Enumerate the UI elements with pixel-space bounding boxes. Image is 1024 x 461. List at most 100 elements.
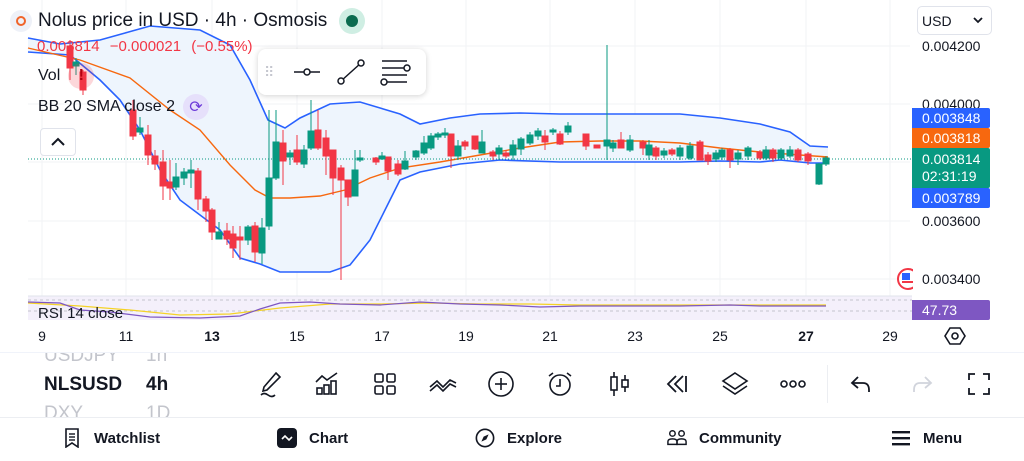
- undo-icon: [850, 376, 870, 392]
- drawing-tools-button[interactable]: [255, 369, 285, 399]
- rewind-icon: [666, 375, 687, 393]
- symbol-logo-icon: [10, 10, 32, 32]
- nav-community[interactable]: Community: [667, 428, 782, 448]
- symbol-interval-picker[interactable]: USDJPY 1h NLSUSD 4h DXY 1D: [44, 353, 204, 417]
- bb-upper-line: [27, 25, 829, 148]
- market-status-icon[interactable]: [339, 8, 366, 34]
- grid-icon: [374, 373, 396, 395]
- symbol-option-prev[interactable]: USDJPY 1h: [44, 353, 167, 367]
- last-price-tag: 0.003814 02:31:19: [912, 148, 990, 188]
- layers-icon: [721, 372, 749, 395]
- plus-circle-icon: [488, 371, 514, 397]
- chart-settings-button[interactable]: [944, 325, 966, 347]
- fullscreen-button[interactable]: [964, 369, 994, 399]
- toolbar-divider: [827, 365, 828, 403]
- community-icon: [667, 428, 687, 448]
- nav-label: Explore: [507, 429, 563, 447]
- us-flag-icon: [897, 268, 913, 290]
- indicators-icon: [315, 372, 338, 395]
- symbol-name: USDJPY: [44, 353, 119, 366]
- interval: 1h: [146, 353, 168, 366]
- undo-button[interactable]: [846, 369, 876, 399]
- replay-button[interactable]: [662, 369, 692, 399]
- chart-area[interactable]: Nolus price in USD · 4h · Osmosis 0.0038…: [0, 0, 1024, 350]
- interval: 1D: [146, 403, 171, 417]
- nav-watchlist[interactable]: Watchlist: [62, 428, 160, 448]
- chevron-down-icon: [973, 17, 983, 24]
- indicators-button[interactable]: [312, 369, 342, 399]
- rsi-pane: [27, 295, 912, 320]
- fullscreen-icon: [968, 373, 990, 395]
- bar-countdown: 02:31:19: [922, 168, 977, 184]
- study-bollinger-bands[interactable]: BB 20 SMA close 2 ⟳: [38, 94, 209, 120]
- bb-upper-tag: 0.003848: [912, 108, 990, 128]
- symbol-option-current[interactable]: NLSUSD 4h: [44, 374, 168, 396]
- close-value: 0.003814: [37, 38, 100, 55]
- chart-icon: [277, 428, 297, 448]
- last-price-value: 0.003814: [922, 151, 981, 167]
- fib-retracement-icon: [380, 60, 411, 86]
- alarm-clock-icon: [548, 372, 572, 396]
- nav-label: Menu: [923, 429, 963, 447]
- nav-label: Community: [699, 429, 782, 447]
- redo-button[interactable]: [907, 369, 937, 399]
- candles-icon: [610, 372, 629, 396]
- time-axis-label: 13: [204, 328, 220, 344]
- currency-select[interactable]: USD: [917, 6, 992, 35]
- horizontal-line-icon: [294, 68, 320, 76]
- drawing-floating-toolbar: ⠿: [258, 49, 426, 95]
- compare-button[interactable]: [428, 369, 458, 399]
- nav-explore[interactable]: Explore: [475, 428, 562, 448]
- price-axis-label: 0.003400: [922, 271, 981, 287]
- add-button[interactable]: [486, 369, 516, 399]
- horizontal-line-tool[interactable]: [290, 55, 324, 89]
- nav-menu[interactable]: Menu: [891, 428, 962, 448]
- sync-icon[interactable]: ⟳: [182, 94, 209, 120]
- rsi-study-label[interactable]: RSI 14 close: [38, 305, 124, 318]
- collapse-legend-button[interactable]: [40, 128, 76, 156]
- settings-hexagon-icon: [944, 327, 966, 345]
- nav-label: Watchlist: [94, 429, 161, 447]
- nav-label: Chart: [309, 429, 349, 447]
- layouts-button[interactable]: [370, 369, 400, 399]
- warning-icon[interactable]: !: [68, 63, 95, 89]
- compass-icon: [475, 428, 495, 448]
- time-axis-label: 19: [458, 328, 474, 344]
- bottom-toolbar: USDJPY 1h NLSUSD 4h DXY 1D: [0, 352, 1024, 417]
- bb-basis-line: [27, 47, 829, 199]
- price-axis-label: 0.004200: [922, 38, 981, 54]
- rsi-value-tag: 47.73: [912, 300, 990, 320]
- more-button[interactable]: [778, 369, 808, 399]
- chevron-up-icon: [51, 137, 65, 146]
- symbol-option-next[interactable]: DXY 1D: [44, 403, 170, 417]
- fib-retracement-tool[interactable]: [378, 55, 412, 89]
- change-percent: (−0.55%): [191, 38, 253, 55]
- study-label: Vol: [38, 67, 61, 84]
- currency-value: USD: [922, 12, 952, 29]
- object-tree-button[interactable]: [720, 369, 750, 399]
- nav-chart[interactable]: Chart: [277, 428, 348, 448]
- drag-handle-icon[interactable]: ⠿: [264, 63, 274, 80]
- redo-icon: [913, 376, 933, 392]
- trend-line-tool[interactable]: [334, 55, 368, 89]
- price-chart[interactable]: [0, 0, 1024, 350]
- study-vol[interactable]: Vol !: [38, 63, 95, 89]
- watchlist-icon: [62, 428, 82, 448]
- chart-legend-title[interactable]: Nolus price in USD · 4h · Osmosis: [10, 8, 366, 34]
- time-axis-label: 21: [542, 328, 558, 344]
- time-axis-label: 27: [798, 328, 814, 344]
- time-axis-label: 11: [118, 328, 134, 344]
- more-icon: [780, 380, 806, 388]
- time-axis-label: 17: [374, 328, 390, 344]
- alert-button[interactable]: [545, 369, 575, 399]
- time-axis-label: 9: [38, 328, 46, 344]
- chart-type-button[interactable]: [604, 369, 634, 399]
- price-axis-label: 0.003600: [922, 213, 981, 229]
- bb-lower-tag: 0.003789: [912, 188, 990, 208]
- symbol-name: NLSUSD: [44, 374, 123, 395]
- chart-title: Nolus price in USD · 4h · Osmosis: [38, 10, 328, 31]
- menu-icon: [891, 428, 911, 448]
- time-axis-label: 23: [627, 328, 643, 344]
- study-label: BB 20 SMA close 2: [38, 98, 175, 115]
